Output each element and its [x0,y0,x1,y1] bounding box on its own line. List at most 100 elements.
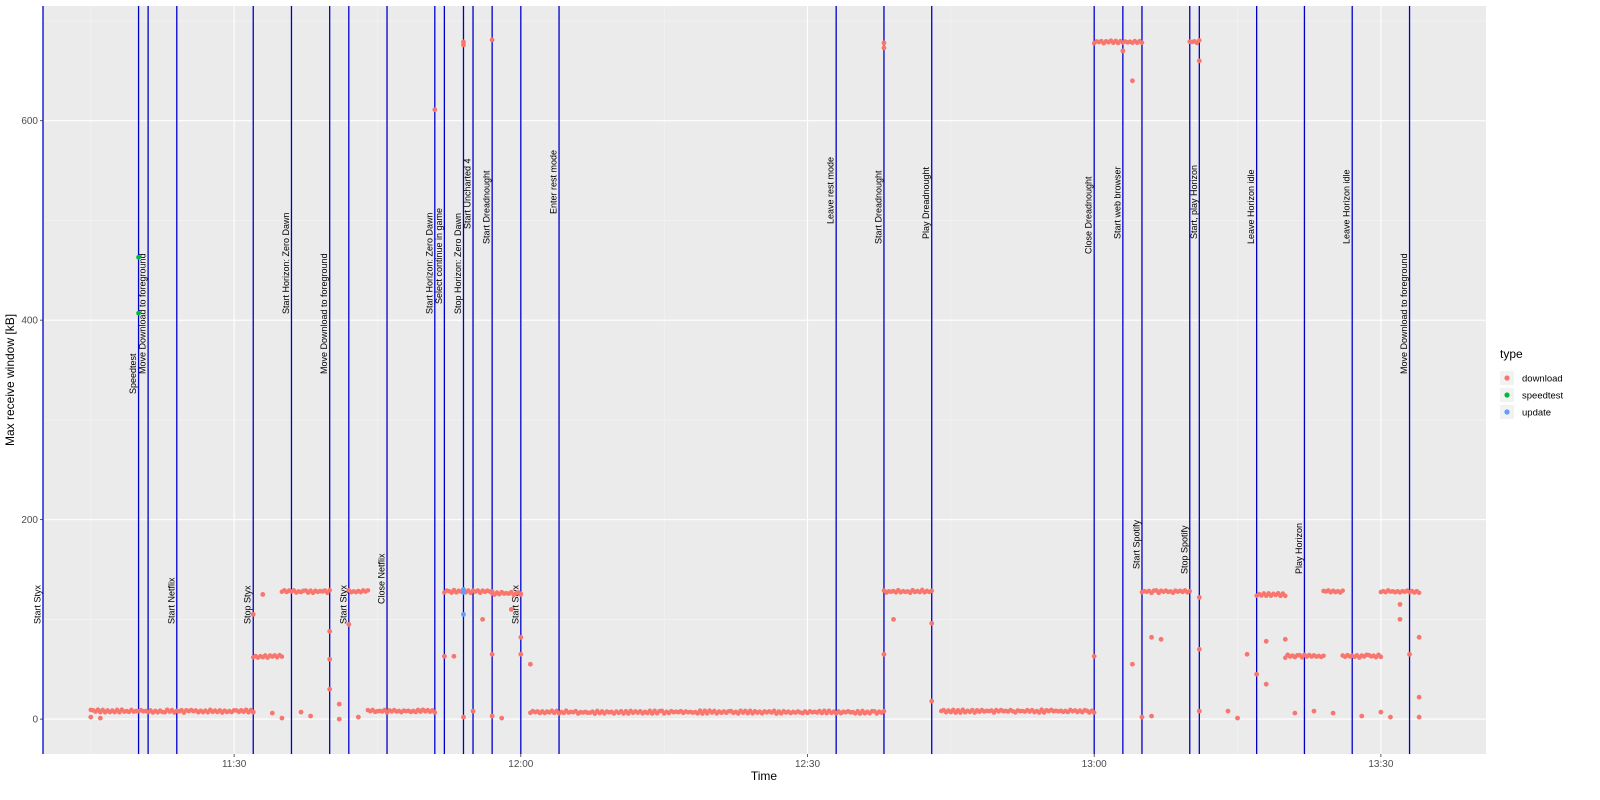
download-point [1130,78,1135,84]
download-point [355,714,361,720]
download-point [489,651,495,657]
download-point [1254,671,1260,677]
download-point [1282,636,1288,642]
download-point [327,656,333,662]
event-label: Start Styx [510,584,520,624]
download-point [279,654,285,659]
download-point [489,713,495,719]
legend-label: update [1522,408,1551,419]
download-point [1263,638,1269,644]
download-point [432,107,438,113]
legend-key-point [1504,392,1510,398]
legend-label: download [1522,374,1563,385]
download-point [336,701,342,707]
download-point [881,708,887,714]
event-label: Stop Horizon: Zero Dawn [453,213,463,314]
event-label: Select continue in game [434,208,444,304]
event-label: Start Styx [338,584,348,624]
download-point [461,714,466,720]
download-point [1139,40,1145,45]
download-point [279,715,285,721]
y-tick-label: 400 [21,316,38,327]
download-point [432,710,438,715]
event-label: Leave rest mode [826,157,836,224]
data-points [88,37,1422,722]
x-tick-label: 12:00 [508,759,533,770]
download-point [1330,710,1336,716]
download-point [308,713,313,719]
event-label: Move Download to foreground [138,253,148,374]
x-tick-label: 13:00 [1082,759,1107,770]
x-tick-label: 12:30 [795,759,820,770]
download-point [269,710,275,716]
download-point [336,716,342,722]
download-point [250,709,256,715]
download-point [327,587,332,593]
download-point [88,714,94,720]
download-point [1263,681,1269,687]
download-point [929,620,935,626]
download-point [1187,588,1193,594]
y-tick-label: 600 [21,116,38,127]
download-point [441,653,447,659]
download-point [1158,636,1164,642]
download-point [480,616,485,622]
download-point [1407,651,1412,657]
event-label: Play Dreadnought [921,166,931,239]
download-point [97,715,103,721]
download-point [327,628,333,634]
download-point [1311,708,1317,714]
download-point [1388,714,1393,720]
update-point [461,611,466,617]
event-label: Start web browser [1112,166,1122,239]
download-point [1416,634,1422,640]
download-point [1416,714,1422,720]
download-point [881,651,887,657]
event-label: Close Netflix [377,553,387,604]
speedtest-point [136,310,141,316]
x-axis: 11:30 12:00 12:30 13:00 13:30 [222,754,1394,770]
event-label: Start Styx [33,584,43,624]
event-label: Start Horizon: Zero Dawn [281,212,291,314]
download-point [365,588,371,593]
event-label: Leave Horizon idle [1246,169,1256,244]
legend-key-point [1504,375,1510,381]
download-point [518,592,524,597]
download-point [1196,646,1202,652]
download-point [1244,651,1250,657]
y-tick-label: 0 [32,715,38,726]
download-point [1359,713,1365,719]
event-label: Start Dreadnought [873,170,883,244]
download-point [1225,708,1231,714]
download-point [1091,710,1097,715]
download-point [1139,714,1145,720]
download-point [527,661,533,667]
download-point [1149,713,1154,719]
download-point [518,651,524,657]
download-point [489,37,495,43]
event-label: Play Horizon [1294,523,1304,574]
event-label: Start Netflix [166,577,176,624]
download-point [470,708,476,714]
event-label: Move Download to foreground [1399,253,1409,374]
download-point [1091,653,1097,659]
event-label: Start Uncharted 4 [463,158,473,229]
legend-label: speedtest [1522,391,1564,402]
speedtest-point [136,254,141,260]
update-point [461,590,466,595]
download-point [518,634,524,640]
download-point [1120,48,1126,54]
download-point [1292,710,1298,716]
x-axis-title: Time [751,769,778,783]
legend: type download speedtest update [1500,347,1564,419]
download-point [1378,709,1384,715]
event-label: Close Dreadnought [1084,176,1094,254]
event-label: Move Download to foreground [319,253,329,374]
download-point [881,45,887,51]
legend-title: type [1500,347,1523,361]
download-point [1397,616,1403,622]
download-point [1130,661,1135,667]
x-tick-label: 13:30 [1368,759,1393,770]
download-point [1340,588,1345,593]
